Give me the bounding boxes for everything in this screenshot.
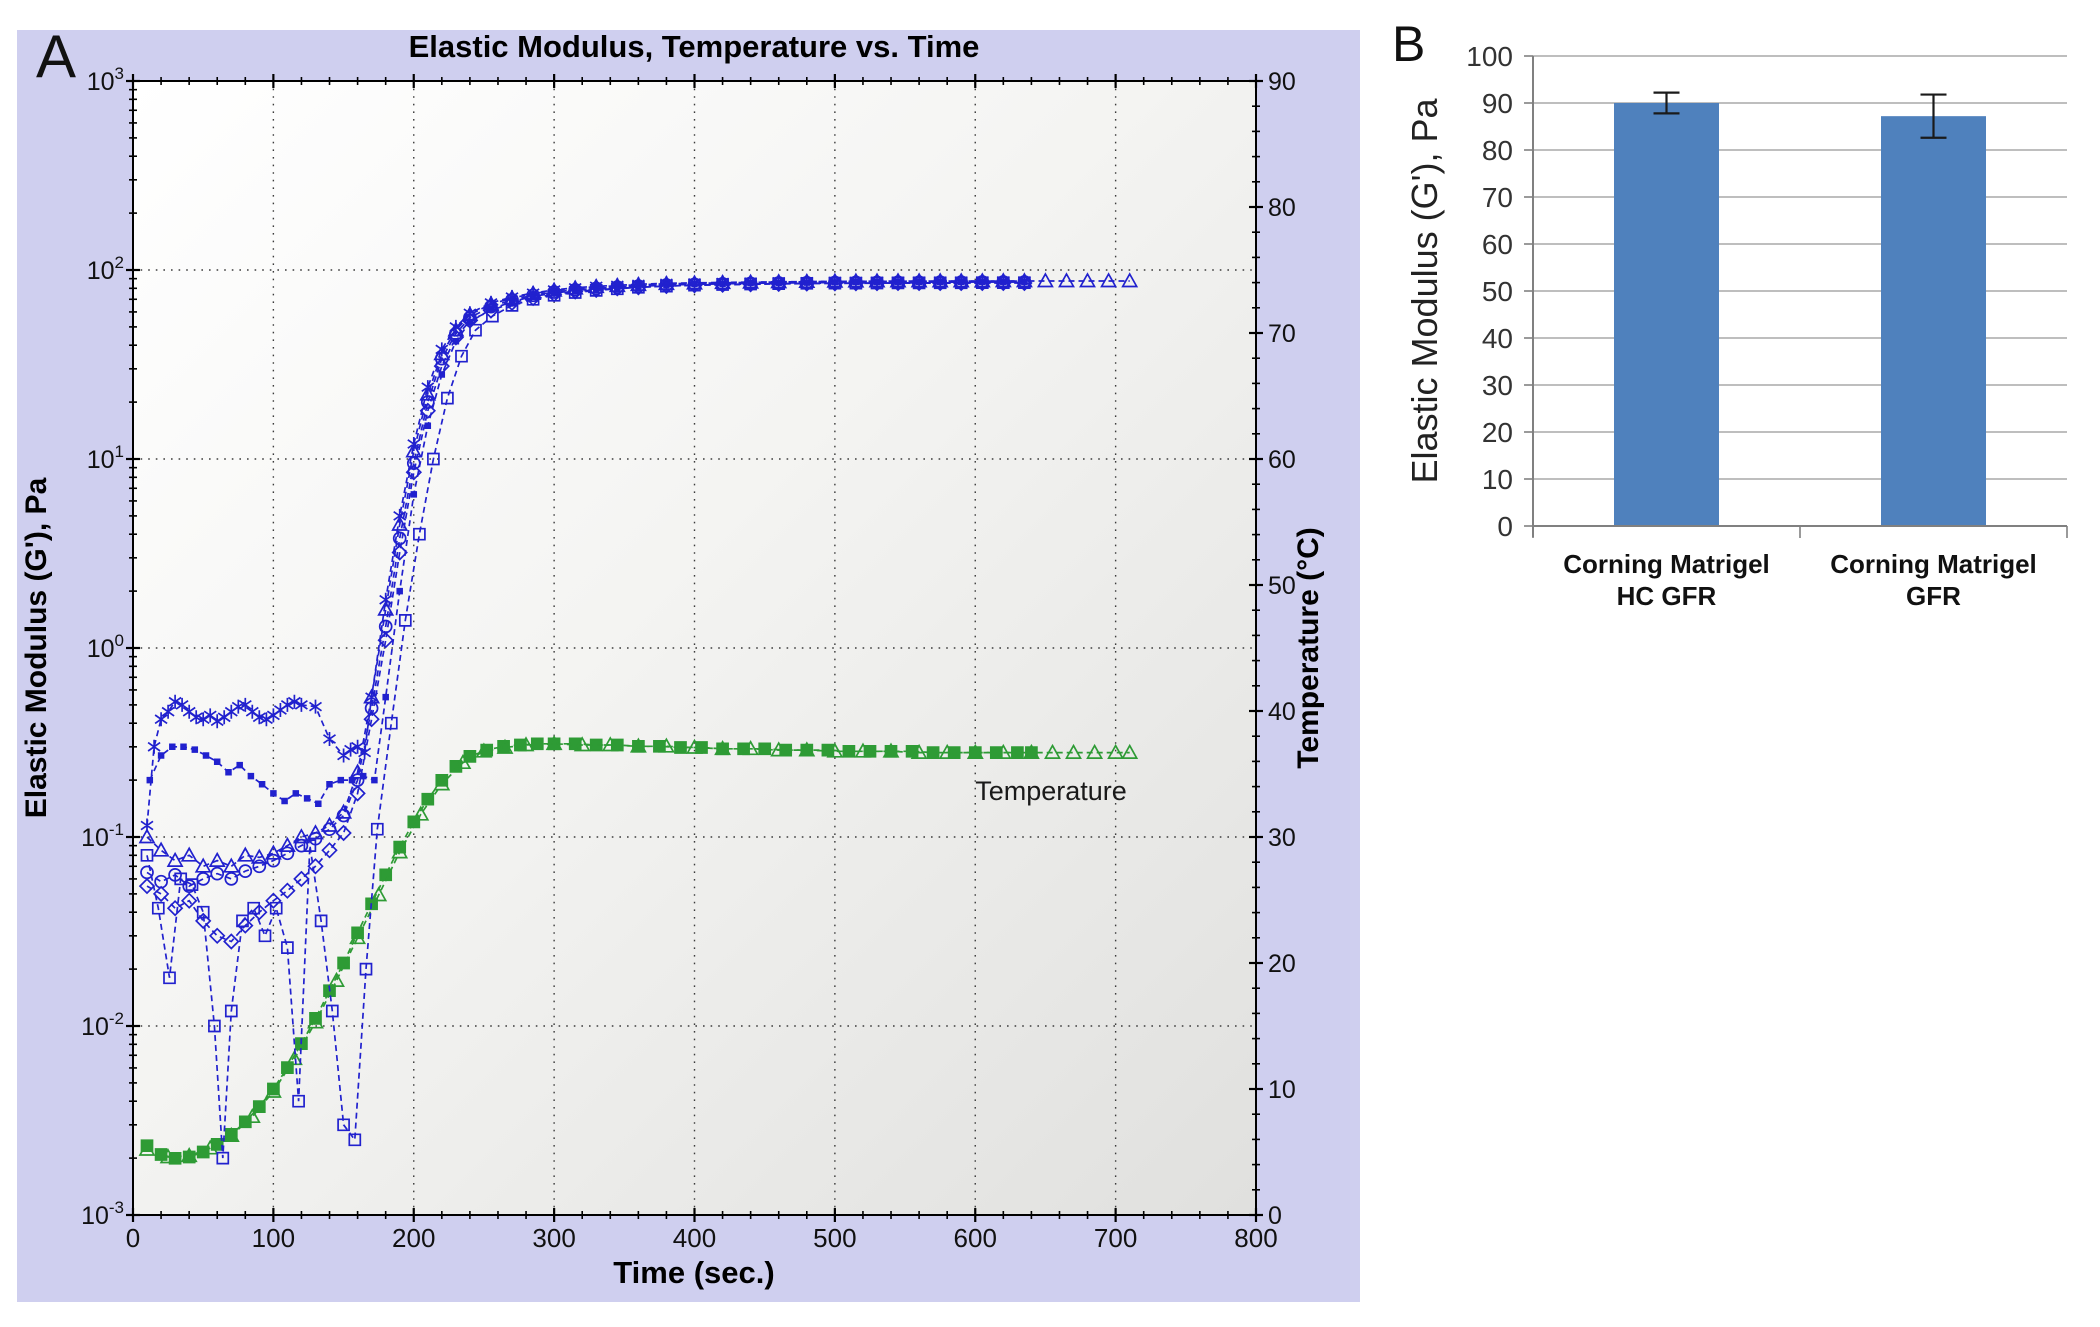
bar-chart-y-axis-label: Elastic Modulus (G'), Pa <box>1404 98 1445 484</box>
bar-0 <box>1614 103 1719 526</box>
series-a <box>138 272 1139 1165</box>
svg-text:30: 30 <box>1482 370 1513 401</box>
category-label-0-line-0: Corning Matrigel <box>1563 549 1770 579</box>
series-g-run-6 <box>138 274 1033 950</box>
category-label-1-line-0: Corning Matrigel <box>1830 549 2037 579</box>
bars-b <box>1614 91 1986 526</box>
svg-text:50: 50 <box>1268 572 1296 600</box>
tick-labels-a: 0 100 200 300 400 500 600 700 80010310210110010-… <box>81 64 1296 1253</box>
svg-text:90: 90 <box>1482 88 1513 119</box>
svg-text:40: 40 <box>1482 323 1513 354</box>
tick-labels-b: 0 10 20 30 40 50 60 70 80 90 100 <box>1466 41 1513 542</box>
svg-text:60: 60 <box>1268 446 1296 474</box>
svg-text:90: 90 <box>1268 68 1296 96</box>
y-right-axis-label: Temperature (°C) <box>1292 527 1325 768</box>
svg-text:100: 100 <box>1466 41 1513 72</box>
svg-text:80: 80 <box>1482 135 1513 166</box>
svg-text:300: 300 <box>532 1223 575 1253</box>
svg-text:40: 40 <box>1268 698 1296 726</box>
y-left-axis-label: Elastic Modulus (G'), Pa <box>20 477 53 818</box>
chart-a-title: Elastic Modulus, Temperature vs. Time <box>409 29 980 64</box>
svg-text:100: 100 <box>87 631 124 663</box>
svg-text:10-1: 10-1 <box>81 820 124 852</box>
ticks-a <box>126 74 1263 1222</box>
svg-text:10-3: 10-3 <box>81 1198 124 1230</box>
svg-text:102: 102 <box>87 253 124 285</box>
svg-text:50: 50 <box>1482 276 1513 307</box>
temperature-annotation: Temperature <box>975 776 1127 806</box>
svg-text:30: 30 <box>1268 824 1296 852</box>
svg-text:400: 400 <box>673 1223 716 1253</box>
grid-a <box>133 81 1256 1215</box>
svg-text:0: 0 <box>126 1223 140 1253</box>
category-label-0-line-1: HC GFR <box>1617 581 1717 611</box>
grid-b <box>1533 55 2067 480</box>
svg-text:0: 0 <box>1497 511 1513 542</box>
panel-b-letter: B <box>1392 16 1425 72</box>
svg-text:10-2: 10-2 <box>81 1009 124 1041</box>
svg-text:101: 101 <box>87 442 124 474</box>
svg-text:700: 700 <box>1094 1223 1137 1253</box>
svg-text:80: 80 <box>1268 194 1296 222</box>
svg-text:103: 103 <box>87 64 124 96</box>
bar-1 <box>1881 116 1986 526</box>
x-axis-label: Time (sec.) <box>613 1255 774 1290</box>
svg-text:200: 200 <box>392 1223 435 1253</box>
axes-b <box>1524 55 2068 538</box>
svg-text:70: 70 <box>1482 182 1513 213</box>
svg-text:0: 0 <box>1268 1202 1282 1230</box>
svg-text:500: 500 <box>813 1223 856 1253</box>
svg-text:800: 800 <box>1234 1223 1277 1253</box>
svg-text:20: 20 <box>1482 417 1513 448</box>
svg-text:20: 20 <box>1268 950 1296 978</box>
svg-text:70: 70 <box>1268 320 1296 348</box>
svg-text:60: 60 <box>1482 229 1513 260</box>
category-label-1-line-1: GFR <box>1906 581 1961 611</box>
svg-text:10: 10 <box>1482 464 1513 495</box>
svg-text:600: 600 <box>954 1223 997 1253</box>
series-g-run-5 <box>140 276 1031 1165</box>
svg-text:10: 10 <box>1268 1076 1296 1104</box>
series-temperature-run-2 <box>138 735 1139 1164</box>
panel-a-letter: A <box>36 23 76 90</box>
svg-text:100: 100 <box>252 1223 295 1253</box>
